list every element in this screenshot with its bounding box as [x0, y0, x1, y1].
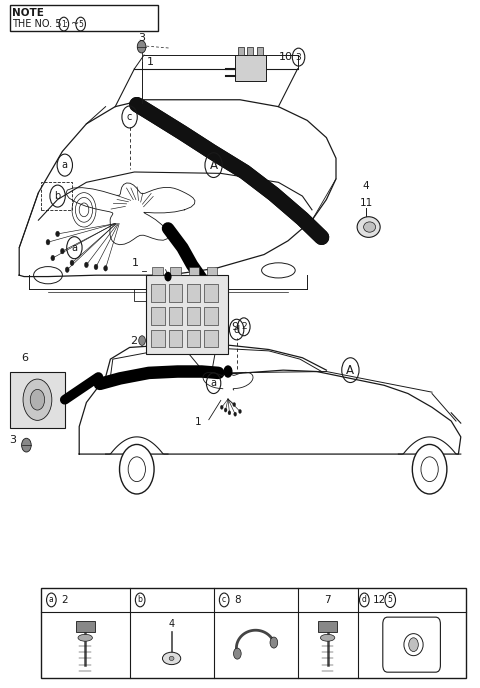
Text: a: a: [211, 378, 216, 388]
Text: 3: 3: [138, 32, 145, 43]
Circle shape: [233, 402, 236, 407]
Text: c: c: [222, 595, 226, 605]
Text: NOTE: NOTE: [12, 8, 44, 18]
Text: a: a: [72, 243, 77, 252]
Circle shape: [120, 444, 154, 494]
Text: 1: 1: [61, 19, 66, 29]
Text: c: c: [127, 112, 132, 122]
Bar: [134, 289, 202, 301]
Text: 3: 3: [296, 52, 301, 62]
Circle shape: [104, 266, 108, 271]
Bar: [10, 5, 158, 31]
Circle shape: [220, 405, 223, 409]
Bar: [187, 284, 200, 302]
Text: THE NO. 5 :: THE NO. 5 :: [12, 19, 68, 29]
Bar: [151, 307, 165, 325]
Text: 12: 12: [373, 595, 386, 605]
Bar: [151, 330, 165, 347]
Ellipse shape: [364, 222, 376, 233]
Ellipse shape: [78, 634, 92, 641]
Ellipse shape: [162, 652, 181, 665]
Bar: [204, 330, 218, 347]
Text: 5: 5: [388, 595, 393, 605]
Circle shape: [23, 379, 52, 420]
Bar: [204, 307, 218, 325]
Text: d: d: [234, 325, 240, 334]
Circle shape: [60, 248, 64, 254]
Bar: [10, 372, 65, 428]
Text: 5: 5: [78, 19, 83, 29]
Text: d: d: [362, 595, 367, 605]
Ellipse shape: [321, 634, 335, 641]
Text: 3: 3: [10, 436, 17, 445]
Circle shape: [139, 336, 145, 345]
Text: 9: 9: [231, 322, 239, 332]
Circle shape: [234, 412, 237, 416]
Circle shape: [137, 41, 146, 53]
Circle shape: [224, 408, 227, 412]
Polygon shape: [79, 370, 461, 454]
Bar: [169, 330, 182, 347]
Bar: [76, 621, 95, 632]
Circle shape: [224, 366, 232, 377]
Circle shape: [165, 272, 171, 281]
Text: 1: 1: [195, 418, 202, 427]
Bar: [247, 47, 253, 55]
Text: A: A: [210, 159, 217, 171]
Text: a: a: [62, 160, 68, 170]
Bar: [204, 284, 218, 302]
Circle shape: [94, 264, 98, 270]
Circle shape: [70, 260, 74, 266]
Bar: [235, 55, 266, 81]
Circle shape: [270, 637, 278, 648]
Circle shape: [22, 438, 31, 452]
Text: 11: 11: [360, 198, 373, 208]
Circle shape: [412, 444, 447, 494]
Text: ~: ~: [71, 19, 79, 29]
Bar: [187, 330, 200, 347]
Bar: [170, 267, 181, 275]
Text: 2: 2: [130, 336, 137, 345]
Bar: [238, 47, 244, 55]
Bar: [207, 267, 217, 275]
Circle shape: [228, 411, 231, 415]
Circle shape: [84, 262, 88, 268]
Circle shape: [233, 648, 241, 659]
Bar: [169, 307, 182, 325]
Text: 7: 7: [324, 595, 331, 605]
Circle shape: [56, 231, 60, 237]
Bar: [318, 621, 337, 632]
Bar: [152, 267, 163, 275]
Text: 4: 4: [362, 181, 369, 191]
Ellipse shape: [169, 656, 174, 660]
Bar: [146, 275, 228, 354]
Bar: [169, 284, 182, 302]
Bar: [41, 588, 466, 678]
Ellipse shape: [357, 217, 380, 237]
Circle shape: [65, 267, 69, 272]
Bar: [257, 47, 263, 55]
Text: 6: 6: [22, 353, 29, 363]
Text: 2: 2: [241, 322, 247, 332]
Circle shape: [46, 239, 50, 245]
Bar: [187, 307, 200, 325]
Circle shape: [30, 389, 45, 410]
Text: A: A: [347, 364, 354, 376]
Text: 1: 1: [132, 258, 139, 268]
Bar: [151, 284, 165, 302]
Bar: [41, 182, 72, 210]
Circle shape: [51, 255, 55, 261]
Text: 8: 8: [234, 595, 240, 605]
Bar: [189, 267, 199, 275]
Text: b: b: [54, 191, 61, 201]
Circle shape: [408, 638, 418, 652]
Text: 10: 10: [278, 52, 292, 62]
Text: 2: 2: [61, 595, 68, 605]
Circle shape: [239, 409, 241, 413]
Text: b: b: [138, 595, 143, 605]
Text: 1: 1: [146, 57, 154, 67]
Text: a: a: [49, 595, 54, 605]
Text: 4: 4: [168, 619, 175, 630]
